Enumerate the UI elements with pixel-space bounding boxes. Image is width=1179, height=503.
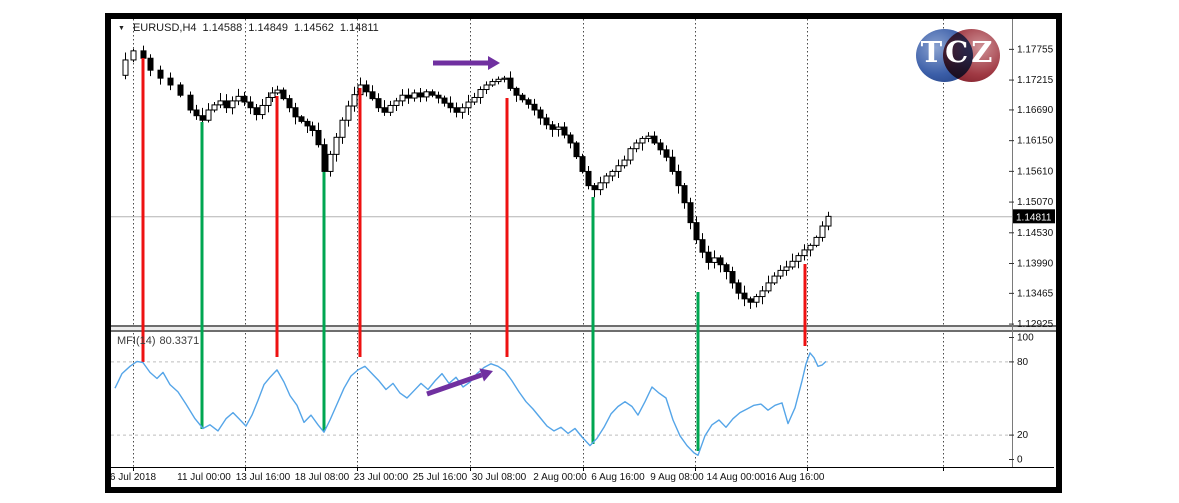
svg-text:1.14530: 1.14530 <box>1017 228 1054 239</box>
svg-text:1.12925: 1.12925 <box>1017 319 1054 330</box>
current-price-badge <box>1013 209 1055 224</box>
svg-text:20: 20 <box>1017 430 1029 441</box>
trend-arrows[interactable] <box>426 56 500 397</box>
indicator-name: MFI(14) <box>117 335 156 347</box>
symbol-period-label: EURUSD,H4 <box>132 22 197 34</box>
mfi-level-lines <box>111 361 1012 436</box>
svg-text:11 Jul 00:00: 11 Jul 00:00 <box>177 472 231 483</box>
logo-red-ellipse <box>943 29 1000 82</box>
candles-layer[interactable] <box>122 45 832 309</box>
svg-text:1.16150: 1.16150 <box>1017 136 1054 147</box>
tcz-logo: TCZ <box>916 29 1000 82</box>
svg-text:1.17755: 1.17755 <box>1017 44 1054 55</box>
svg-text:1.15610: 1.15610 <box>1017 166 1054 177</box>
indicator-value: 80.3371 <box>159 335 200 347</box>
svg-text:6 Aug 16:00: 6 Aug 16:00 <box>591 472 645 483</box>
svg-text:1.16690: 1.16690 <box>1017 105 1054 116</box>
svg-text:30 Jul 08:00: 30 Jul 08:00 <box>472 472 527 483</box>
time-axis[interactable]: 6 Jul 2018 11 Jul 00:00 13 Jul 16:00 18 Jul… <box>111 467 944 483</box>
quote-close: 1.14811 <box>339 22 379 34</box>
svg-text:0: 0 <box>1017 455 1023 466</box>
svg-text:16 Aug 16:00: 16 Aug 16:00 <box>766 472 825 483</box>
svg-text:1.13465: 1.13465 <box>1017 288 1054 299</box>
svg-text:25 Jul 16:00: 25 Jul 16:00 <box>413 472 468 483</box>
svg-text:9 Aug 08:00: 9 Aug 08:00 <box>650 472 704 483</box>
quote-low: 1.14562 <box>294 22 334 34</box>
mfi-axis[interactable]: 100 80 20 0 <box>1009 333 1034 466</box>
svg-text:1.15070: 1.15070 <box>1017 197 1054 208</box>
pane-borders <box>111 19 1054 468</box>
chevron-down-icon[interactable]: ▼ <box>118 24 125 32</box>
mfi-indicator-line <box>114 352 827 456</box>
svg-text:1.13990: 1.13990 <box>1017 259 1054 270</box>
svg-text:6 Jul 2018: 6 Jul 2018 <box>111 472 157 483</box>
svg-text:18 Jul 08:00: 18 Jul 08:00 <box>295 472 350 483</box>
svg-text:2 Aug 00:00: 2 Aug 00:00 <box>533 472 587 483</box>
grid-layer <box>133 19 944 467</box>
svg-text:23 Jul 00:00: 23 Jul 00:00 <box>354 472 409 483</box>
quote-high: 1.14849 <box>248 22 289 34</box>
signal-lines[interactable] <box>141 58 807 451</box>
chart-canvas[interactable]: 1.17755 1.17215 1.16690 1.16150 1.15610 1.150… <box>111 19 1056 487</box>
price-axis[interactable]: 1.17755 1.17215 1.16690 1.16150 1.15610 1.150… <box>1009 44 1055 330</box>
svg-text:80: 80 <box>1017 357 1029 368</box>
indicator-label: MFI(14) 80.3371 <box>117 335 199 347</box>
svg-text:100: 100 <box>1017 333 1034 344</box>
chart-title-bar: ▼ EURUSD,H4 1.14588 1.14849 1.14562 1.14… <box>118 22 379 34</box>
svg-text:14 Aug 00:00: 14 Aug 00:00 <box>707 472 766 483</box>
svg-text:1.17215: 1.17215 <box>1017 75 1054 86</box>
pane-separator[interactable] <box>111 325 1056 332</box>
svg-text:1.14811: 1.14811 <box>1016 212 1052 223</box>
logo-text: TCZ <box>920 35 996 69</box>
quote-open: 1.14588 <box>202 22 243 34</box>
svg-text:13 Jul 16:00: 13 Jul 16:00 <box>236 472 291 483</box>
